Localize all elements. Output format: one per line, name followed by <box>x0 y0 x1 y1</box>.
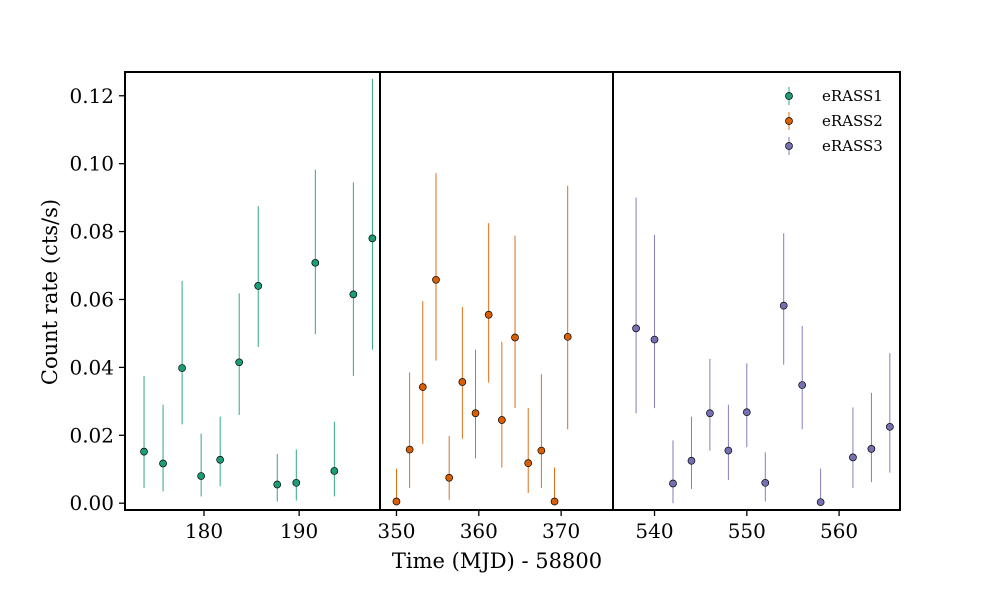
point-eRASS2 <box>498 416 506 424</box>
x-tick-label: 560 <box>820 519 858 543</box>
y-tick-label: 0.00 <box>69 491 114 515</box>
point-eRASS1 <box>178 364 186 372</box>
point-eRASS2 <box>432 275 440 284</box>
legend-marker <box>785 117 793 125</box>
x-tick-label: 350 <box>377 519 415 543</box>
y-tick-label: 0.06 <box>69 287 114 311</box>
y-tick-label: 0.12 <box>69 84 114 108</box>
legend-label: eRASS3 <box>822 137 883 155</box>
point-eRASS3 <box>669 479 677 488</box>
legend: eRASS1 eRASS2 eRASS3 <box>785 87 883 155</box>
y-tick-label: 0.10 <box>69 152 114 176</box>
point-eRASS1 <box>235 358 244 367</box>
point-eRASS3 <box>761 478 770 487</box>
point-eRASS2 <box>484 310 493 319</box>
x-axis-label: Time (MJD) - 58800 <box>392 549 602 573</box>
point-eRASS1 <box>159 459 167 468</box>
point-eRASS1 <box>330 467 339 475</box>
point-eRASS2 <box>511 333 519 342</box>
series-eRASS3 <box>632 197 894 507</box>
y-axis: 0.00 0.02 0.04 0.06 0.08 0.10 0.12 <box>69 84 125 515</box>
point-eRASS2 <box>537 446 546 455</box>
point-eRASS1 <box>197 472 205 480</box>
x-axis: 180 190 350 360 370 540 550 560 <box>185 510 858 543</box>
point-eRASS2 <box>418 383 427 391</box>
legend-entry-eRASS1: eRASS1 <box>785 87 883 105</box>
legend-marker <box>785 142 793 150</box>
point-eRASS3 <box>885 422 894 431</box>
legend-marker <box>785 92 793 100</box>
point-eRASS3 <box>742 408 751 417</box>
point-eRASS2 <box>563 332 572 341</box>
point-eRASS2 <box>392 497 401 506</box>
point-eRASS3 <box>687 456 696 465</box>
y-tick-label: 0.08 <box>69 220 114 244</box>
point-eRASS1 <box>216 455 224 464</box>
point-eRASS1 <box>273 480 282 489</box>
point-eRASS1 <box>311 258 320 267</box>
x-tick-label: 190 <box>280 519 318 543</box>
point-eRASS3 <box>650 335 659 344</box>
point-eRASS1 <box>254 282 263 290</box>
y-tick-label: 0.02 <box>69 423 114 447</box>
point-eRASS3 <box>867 445 876 453</box>
point-eRASS3 <box>779 301 788 310</box>
data-layer <box>140 78 894 507</box>
point-eRASS1 <box>368 234 377 243</box>
x-tick-label: 550 <box>728 519 766 543</box>
point-eRASS3 <box>849 453 857 462</box>
legend-entry-eRASS3: eRASS3 <box>785 137 883 155</box>
point-eRASS2 <box>458 378 467 386</box>
x-tick-label: 180 <box>185 519 223 543</box>
point-eRASS3 <box>706 409 714 418</box>
panel-frame-eRASS3 <box>612 71 901 511</box>
panel-frames <box>124 71 901 511</box>
x-tick-label: 540 <box>635 519 673 543</box>
legend-entry-eRASS2: eRASS2 <box>785 112 883 130</box>
point-eRASS2 <box>524 459 533 467</box>
point-eRASS3 <box>798 381 807 389</box>
point-eRASS2 <box>550 497 559 506</box>
series-eRASS1 <box>140 78 377 502</box>
point-eRASS1 <box>140 447 148 456</box>
point-eRASS2 <box>445 473 454 482</box>
legend-label: eRASS2 <box>822 112 883 130</box>
x-tick-label: 360 <box>460 519 498 543</box>
x-tick-label: 370 <box>542 519 580 543</box>
legend-label: eRASS1 <box>822 87 883 105</box>
y-tick-label: 0.04 <box>69 355 114 379</box>
point-eRASS2 <box>405 445 414 454</box>
y-axis-label: Count rate (cts/s) <box>38 199 62 385</box>
series-eRASS2 <box>392 173 572 506</box>
point-eRASS3 <box>724 446 733 455</box>
point-eRASS2 <box>471 409 480 418</box>
point-eRASS3 <box>816 498 825 507</box>
point-eRASS1 <box>349 290 358 299</box>
point-eRASS1 <box>292 478 301 487</box>
point-eRASS3 <box>632 324 640 333</box>
